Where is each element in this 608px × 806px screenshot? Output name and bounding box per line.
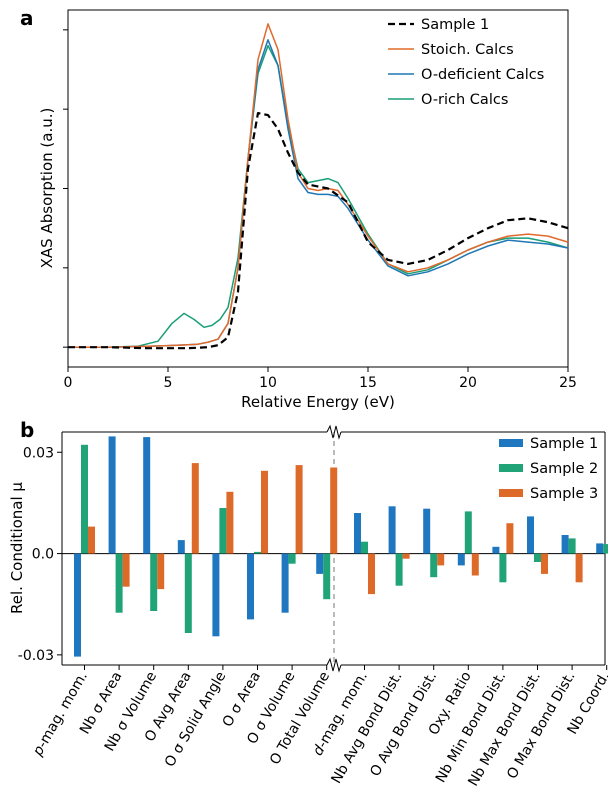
bar-sample-2 (603, 544, 608, 554)
bar-sample-3 (191, 463, 199, 554)
legend-swatch (499, 439, 523, 447)
series-line-sample-1 (68, 112, 569, 350)
x-tick-label: 25 (559, 375, 577, 391)
bar-sample-3 (368, 553, 375, 595)
bar-sample-3 (261, 470, 268, 554)
panel-b-legend: Sample 1 Sample 2 Sample 3 (499, 436, 598, 502)
legend-label: O-rich Calcs (421, 92, 508, 108)
bar-sample-2 (464, 511, 472, 554)
bar-sample-3 (122, 553, 130, 587)
legend-swatch (499, 464, 523, 472)
bar-sample-3 (471, 553, 479, 576)
x-tick-label: p-mag. mom. (29, 669, 90, 759)
panel-a-x-axis-label: Relative Energy (eV) (241, 393, 395, 411)
panel-a-x-ticks: 0 5 10 15 20 25 (64, 367, 577, 391)
legend-label: Sample 3 (530, 486, 598, 502)
bar-sample-2 (395, 553, 403, 586)
bar-sample-1 (561, 535, 569, 554)
panel-a-letter: a (20, 6, 34, 30)
y-tick-label: -0.03 (18, 648, 54, 664)
bar-sample-2 (361, 541, 368, 554)
legend-label: Stoich. Calcs (421, 42, 514, 58)
bar-sample-1 (108, 436, 116, 554)
bar-sample-1 (492, 546, 500, 554)
panel-b-bars (74, 436, 608, 657)
bar-sample-2 (254, 551, 261, 554)
bar-sample-1 (316, 553, 324, 574)
x-tick-label: 5 (164, 375, 173, 391)
bar-sample-2 (184, 553, 192, 633)
bar-sample-3 (402, 553, 410, 559)
bar-sample-3 (541, 553, 548, 574)
bar-sample-2 (323, 553, 331, 600)
bar-sample-3 (330, 467, 338, 554)
bar-sample-3 (226, 491, 234, 554)
bar-sample-1 (247, 553, 254, 620)
legend-label: Sample 1 (530, 436, 598, 452)
x-tick-label: 10 (259, 375, 277, 391)
series-line-stoich-calcs (68, 23, 569, 348)
bar-sample-2 (115, 553, 123, 613)
bar-sample-2 (534, 553, 541, 562)
bar-sample-3 (88, 526, 95, 554)
bar-sample-2 (81, 444, 88, 554)
bar-sample-1 (143, 437, 151, 554)
bar-sample-2 (430, 553, 438, 578)
x-tick-label: 20 (459, 375, 477, 391)
bar-sample-2 (568, 538, 576, 554)
bar-sample-1 (527, 516, 534, 554)
bar-sample-1 (177, 540, 185, 554)
panel-a-series-lines (68, 23, 569, 350)
panel-a-y-ticks (63, 29, 68, 348)
panel-b-y-ticks: 0.03 0.0 -0.03 (18, 445, 62, 664)
bar-sample-2 (219, 508, 227, 554)
panel-a-axes-frame (67, 9, 569, 368)
panel-a-line-chart: a 0 5 10 15 20 25 Relative Energy (eV) XAS Ab… (20, 6, 577, 411)
bar-sample-1 (281, 553, 289, 613)
axis-break-mark (326, 424, 342, 440)
bar-sample-3 (506, 523, 514, 554)
bar-sample-2 (150, 553, 158, 611)
axis-break-mark (326, 657, 342, 673)
bar-sample-1 (74, 553, 81, 657)
legend-label: Sample 2 (530, 461, 598, 477)
panel-b-letter: b (20, 418, 34, 442)
series-line-o-deficient-calcs (68, 39, 569, 348)
panel-a-legend: Sample 1 Stoich. Calcs O-deficient Calcs O-… (388, 17, 544, 108)
y-tick-label: 0.0 (32, 547, 54, 563)
panel-a-y-axis-label: XAS Absorption (a.u.) (38, 108, 56, 269)
panel-b-y-axis-label: Rel. Conditional μ (8, 482, 26, 614)
x-tick-label: 15 (359, 375, 377, 391)
bar-sample-3 (157, 553, 165, 590)
bar-sample-1 (212, 553, 220, 637)
bar-sample-2 (288, 553, 296, 564)
bar-sample-3 (437, 553, 445, 566)
series-line-o-rich-calcs (68, 44, 569, 348)
legend-swatch (499, 489, 523, 497)
legend-label: Sample 1 (421, 17, 489, 33)
bar-sample-1 (423, 508, 431, 554)
bar-sample-1 (388, 506, 396, 554)
legend-label: O-deficient Calcs (421, 67, 544, 83)
bar-sample-1 (457, 553, 465, 566)
bar-sample-1 (354, 513, 361, 554)
bar-sample-3 (575, 553, 583, 583)
bar-sample-2 (499, 553, 507, 583)
y-tick-label: 0.03 (23, 445, 54, 461)
bar-sample-1 (596, 543, 604, 554)
bar-sample-3 (295, 465, 303, 554)
x-tick-label: 0 (64, 375, 73, 391)
